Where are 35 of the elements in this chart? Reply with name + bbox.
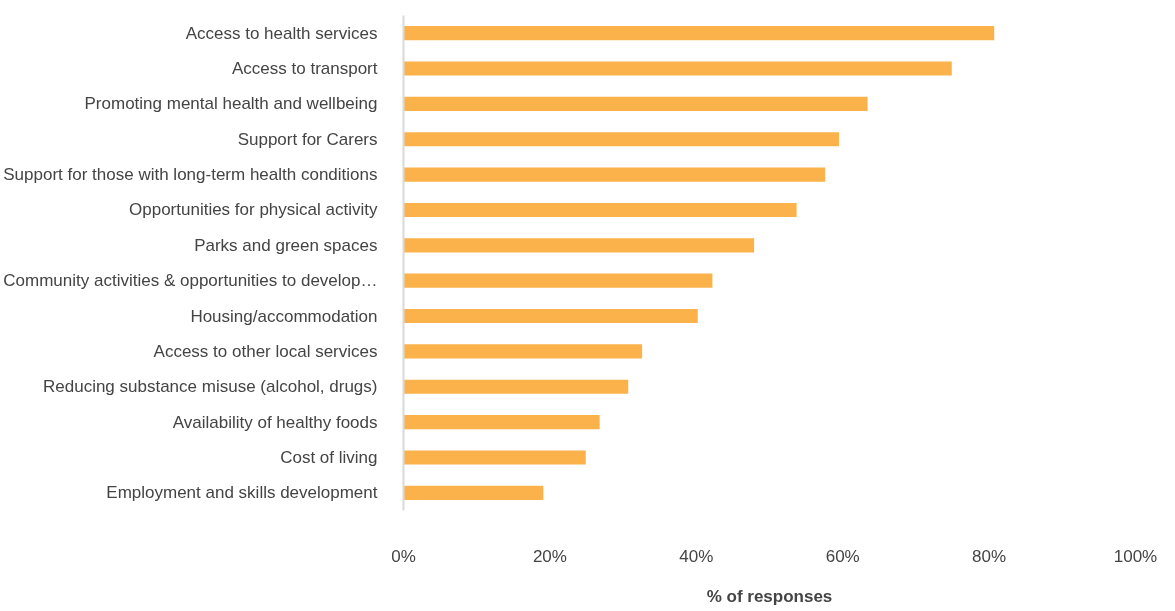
bar — [403, 379, 629, 394]
y-tick-label: Support for Carers — [237, 129, 378, 149]
bar — [403, 450, 586, 465]
bar — [403, 26, 995, 41]
bar — [403, 61, 952, 76]
bar — [403, 238, 755, 253]
x-tick-label: 80% — [972, 546, 1007, 566]
bar — [403, 96, 868, 111]
y-tick-label: Support for those with long-term health conditions — [3, 165, 378, 185]
y-tick-label: Opportunities for physical activity — [129, 200, 378, 220]
bar — [403, 167, 826, 182]
x-tick-label: 0% — [391, 546, 416, 566]
y-tick-label: Access to health services — [185, 23, 378, 43]
y-tick-label: Access to transport — [232, 59, 378, 79]
y-tick-label: Parks and green spaces — [194, 235, 378, 255]
y-tick-label: Housing/accommodation — [190, 306, 378, 326]
y-tick-label: Community activities & opportunities to develop… — [3, 271, 378, 291]
x-axis-title: % of responses — [706, 586, 833, 606]
y-tick-label: Availability of healthy foods — [172, 412, 378, 432]
y-tick-label: Access to other local services — [153, 341, 378, 361]
y-tick-label: Promoting mental health and wellbeing — [84, 94, 378, 114]
bar — [403, 132, 840, 147]
y-tick-label: Cost of living — [280, 447, 378, 467]
x-tick-label: 40% — [679, 546, 714, 566]
x-tick-label: 60% — [825, 546, 860, 566]
y-tick-label: Employment and skills development — [106, 483, 378, 503]
bar — [403, 485, 544, 500]
bar — [403, 344, 643, 359]
bar — [403, 415, 600, 430]
bar — [403, 308, 698, 324]
y-tick-label: Reducing substance misuse (alcohol, drugs) — [43, 377, 378, 397]
x-tick-label: 100% — [1113, 546, 1158, 566]
bar — [403, 202, 797, 218]
bar — [403, 273, 713, 288]
x-tick-label: 20% — [532, 546, 567, 566]
